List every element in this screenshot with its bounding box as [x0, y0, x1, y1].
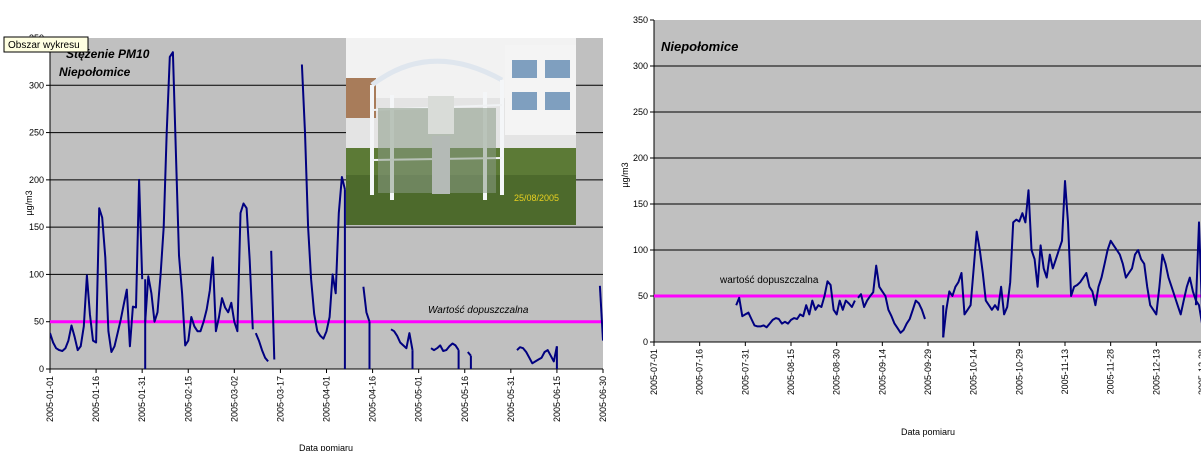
left-y-axis-label: µg/m3 — [24, 190, 34, 215]
series-line — [430, 342, 460, 352]
y-tick-label: 250 — [633, 107, 648, 117]
right-chart-title: Niepołomice — [661, 39, 738, 54]
x-tick-label: 2005-07-01 — [649, 349, 659, 395]
x-tick-label: 2005-11-13 — [1060, 349, 1070, 394]
y-tick-label: 50 — [638, 291, 648, 301]
photo-date-stamp: 25/08/2005 — [514, 193, 559, 203]
x-tick-label: 2005-10-29 — [1014, 349, 1024, 395]
series-line — [942, 180, 1201, 338]
x-tick-label: 2005-04-16 — [368, 376, 378, 422]
y-tick-label: 200 — [29, 175, 44, 185]
x-tick-label: 2005-10-14 — [969, 349, 979, 395]
x-tick-label: 2005-01-31 — [137, 376, 147, 422]
left-chart-title-line-2: Niepołomice — [59, 65, 131, 79]
right-y-axis-label: µg/m3 — [620, 162, 630, 187]
x-tick-label: 2005-04-01 — [322, 376, 332, 422]
y-tick-label: 300 — [633, 61, 648, 71]
x-tick-label: 2005-02-15 — [183, 376, 193, 422]
series-line — [390, 328, 414, 351]
x-tick-label: 2005-01-01 — [45, 376, 55, 422]
series-line — [735, 280, 856, 329]
left-limit-label: Wartość dopuszczalna — [428, 305, 529, 316]
right-x-axis-label: Data pomiaru — [901, 427, 955, 437]
x-tick-label: 2005-09-29 — [923, 349, 933, 395]
x-tick-label: 2005-08-30 — [832, 349, 842, 395]
x-tick-label: 2005-06-15 — [552, 376, 562, 422]
x-tick-label: 2005-05-01 — [414, 376, 424, 422]
y-tick-label: 0 — [643, 337, 648, 347]
series-line — [1194, 221, 1201, 310]
x-tick-label: 2005-05-31 — [506, 376, 516, 422]
right-plot-area[interactable] — [654, 20, 1201, 342]
x-tick-label: 2005-05-16 — [460, 376, 470, 422]
y-tick-label: 0 — [39, 364, 44, 374]
series-line — [516, 346, 558, 365]
series-line — [300, 64, 346, 340]
right-data-series — [735, 180, 1201, 338]
x-tick-label: 2005-08-15 — [786, 349, 796, 395]
right-limit-label: wartość dopuszczalna — [719, 275, 819, 286]
y-tick-label: 150 — [633, 199, 648, 209]
series-line — [598, 285, 603, 341]
right-y-axis: 0 50 100 150 200 250 300 350 — [633, 15, 655, 347]
x-tick-label: 2005-07-31 — [740, 349, 750, 395]
series-line — [144, 51, 254, 347]
y-tick-label: 250 — [29, 128, 44, 138]
series-line — [857, 264, 926, 334]
x-tick-label: 2005-12-13 — [1151, 349, 1161, 395]
x-tick-label: 2005-09-14 — [877, 349, 887, 395]
x-tick-label: 2005-07-16 — [695, 349, 705, 395]
series-line — [50, 178, 144, 353]
left-x-axis: 2005-01-01 2005-01-16 2005-01-31 2005-02-15… — [45, 368, 608, 422]
y-tick-label: 350 — [633, 15, 648, 25]
x-tick-label: 2005-12-28 — [1197, 349, 1201, 395]
left-x-axis-label: Data pomiaru — [299, 443, 353, 451]
y-tick-label: 100 — [29, 269, 44, 279]
y-tick-label: 150 — [29, 222, 44, 232]
series-line — [254, 332, 269, 363]
right-x-axis: 2005-07-01 2005-07-16 2005-07-31 2005-08-15… — [649, 341, 1201, 395]
series-line — [467, 351, 472, 357]
y-tick-label: 100 — [633, 245, 648, 255]
left-data-series — [50, 51, 603, 369]
x-tick-label: 2005-11-28 — [1106, 349, 1116, 394]
y-tick-label: 300 — [29, 80, 44, 90]
x-tick-label: 2005-01-16 — [91, 376, 101, 422]
y-tick-label: 200 — [633, 153, 648, 163]
y-tick-label: 50 — [34, 317, 44, 327]
series-line — [270, 250, 276, 360]
series-line — [362, 286, 371, 323]
tooltip-label: Obszar wykresu — [8, 40, 80, 51]
x-tick-label: 2005-06-30 — [598, 376, 608, 422]
left-photo: 25/08/2005 — [346, 38, 576, 225]
x-tick-label: 2005-03-02 — [229, 376, 239, 422]
tooltip: Obszar wykresu — [3, 36, 89, 53]
x-tick-label: 2005-03-17 — [275, 376, 285, 422]
